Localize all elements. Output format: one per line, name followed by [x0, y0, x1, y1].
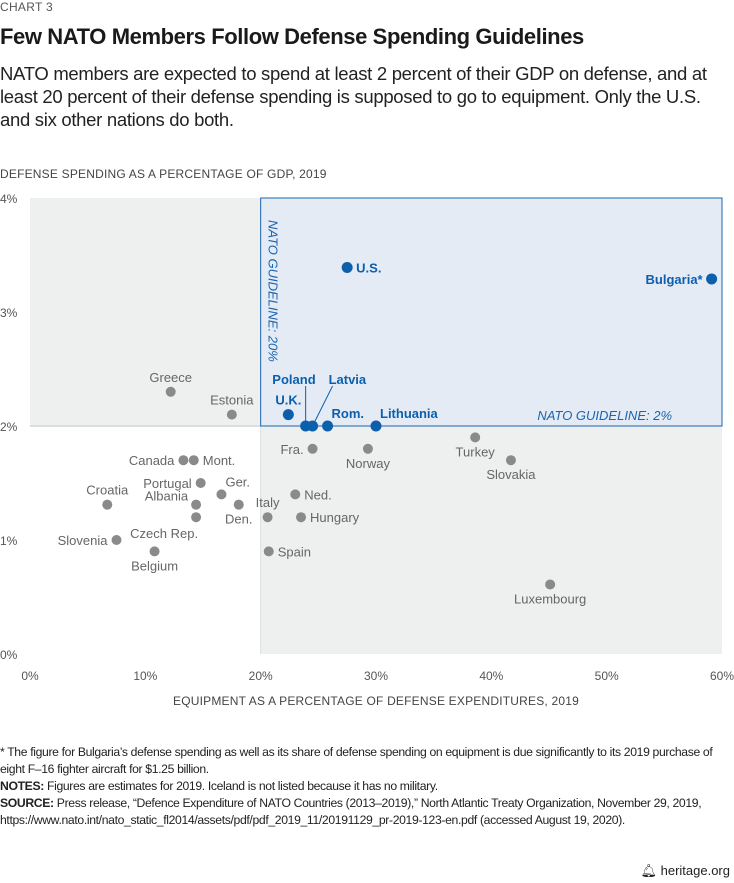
point-label: Den.	[225, 512, 252, 527]
point-label: Belgium	[131, 558, 178, 573]
source: SOURCE: Press release, “Defence Expendit…	[0, 795, 734, 829]
notes-text: Figures are estimates for 2019. Iceland …	[43, 779, 438, 793]
notes-label: NOTES:	[0, 779, 44, 793]
point-label: Czech Rep.	[130, 526, 198, 541]
point-label: Luxembourg	[514, 591, 586, 606]
point-label: Ned.	[304, 487, 331, 502]
data-point	[362, 443, 373, 454]
x-tick-label: 40%	[479, 669, 503, 683]
data-point	[470, 432, 481, 443]
point-label: Spain	[278, 544, 311, 559]
point-label: Italy	[256, 495, 280, 510]
y-tick-label: 3%	[0, 306, 18, 320]
below-guideline-region	[30, 426, 261, 654]
point-label: Norway	[346, 456, 391, 471]
x-tick-label: 50%	[595, 669, 619, 683]
point-label: Latvia	[329, 372, 367, 387]
data-point	[165, 386, 176, 397]
data-point	[505, 455, 516, 466]
footnote-bulgaria: * The figure for Bulgaria’s defense spen…	[0, 745, 713, 776]
data-point	[296, 512, 307, 523]
notes: NOTES: Figures are estimates for 2019. I…	[0, 778, 734, 795]
data-point	[370, 420, 382, 432]
data-point	[102, 499, 113, 510]
data-point	[262, 512, 273, 523]
data-point	[216, 489, 227, 500]
y-tick-label: 2%	[0, 420, 18, 434]
point-label: Lithuania	[380, 406, 439, 421]
data-point	[233, 499, 244, 510]
point-label: U.K.	[275, 393, 301, 408]
source-text: Press release, “Defence Expenditure of N…	[0, 796, 702, 827]
chart-subtitle: NATO members are expected to spend at le…	[0, 63, 707, 130]
point-label: Albania	[145, 489, 189, 504]
data-point	[191, 499, 202, 510]
data-point	[191, 512, 202, 523]
x-axis-label: EQUIPMENT AS A PERCENTAGE OF DEFENSE EXP…	[173, 694, 579, 708]
data-point	[263, 546, 274, 557]
point-label: Slovenia	[58, 533, 109, 548]
data-point	[290, 489, 301, 500]
y-tick-label: 1%	[0, 534, 18, 548]
point-label: Slovakia	[486, 467, 536, 482]
data-point	[341, 262, 353, 274]
point-label: Mont.	[203, 453, 236, 468]
y-guideline-label: NATO GUIDELINE: 2%	[537, 408, 672, 423]
point-label: Poland	[272, 372, 315, 387]
data-point	[178, 455, 189, 466]
data-point	[111, 535, 122, 545]
y-tick-label: 0%	[0, 648, 18, 662]
brand-text: heritage.org	[660, 863, 730, 878]
point-label: Bulgaria*	[646, 272, 704, 287]
x-tick-label: 60%	[710, 669, 734, 683]
leader-line	[312, 385, 334, 427]
point-label: Canada	[129, 453, 175, 468]
data-point	[188, 455, 199, 466]
source-label: SOURCE:	[0, 796, 54, 810]
data-point	[322, 420, 334, 432]
point-label: U.S.	[356, 261, 381, 276]
point-label: Hungary	[310, 510, 360, 525]
footnotes: * The figure for Bulgaria’s defense spen…	[0, 744, 734, 829]
data-point	[149, 546, 160, 557]
x-tick-label: 20%	[249, 669, 273, 683]
guideline-box	[260, 197, 723, 427]
point-label: Estonia	[210, 393, 254, 408]
x-guideline-label: NATO GUIDELINE: 20%	[266, 220, 281, 362]
chart-title: Few NATO Members Follow Defense Spending…	[0, 24, 584, 49]
data-point	[226, 409, 237, 420]
point-label: Rom.	[332, 406, 365, 421]
data-point	[282, 409, 294, 421]
x-tick-label: 30%	[364, 669, 388, 683]
point-label: Croatia	[86, 483, 129, 498]
bell-icon: 🔔︎	[640, 863, 657, 878]
point-label: Ger.	[225, 474, 250, 489]
chart-number: CHART 3	[0, 0, 54, 14]
x-tick-label: 0%	[21, 669, 39, 683]
point-label: Fra.	[280, 442, 303, 457]
brand: 🔔︎ heritage.org	[640, 863, 730, 879]
data-point	[706, 273, 718, 285]
x-tick-label: 10%	[133, 669, 157, 683]
point-label: Greece	[149, 370, 192, 385]
point-label: Portugal	[143, 476, 192, 491]
data-point	[195, 478, 206, 488]
data-point	[545, 579, 556, 590]
point-label: Turkey	[456, 444, 496, 459]
data-point	[307, 443, 318, 454]
y-axis-label: DEFENSE SPENDING AS A PERCENTAGE OF GDP,…	[0, 167, 327, 181]
y-tick-label: 4%	[0, 192, 18, 206]
scatter-plot: NATO GUIDELINE: 20% NATO GUIDELINE: 2% 0% 1…	[0, 192, 734, 683]
